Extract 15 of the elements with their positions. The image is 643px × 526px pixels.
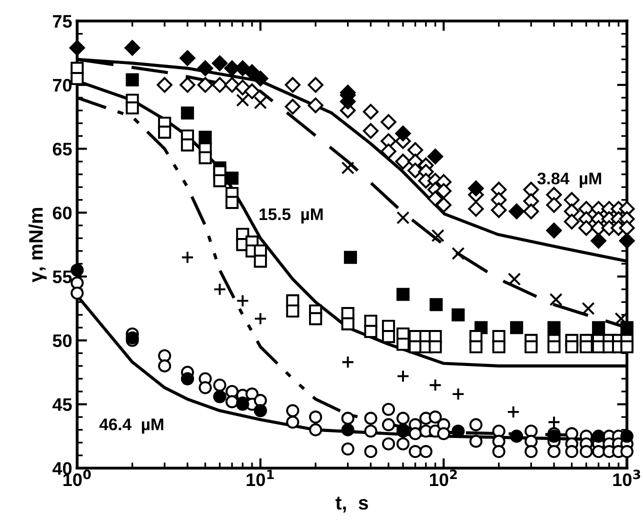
y-tick-label: 50 [52, 334, 72, 348]
y-axis-title: γ, mN/m [28, 208, 47, 282]
x-axis-title: t, s [336, 496, 368, 512]
x-tick-label: 10$^{3}$ [613, 470, 640, 486]
y-tick-label: 60 [52, 206, 72, 220]
x-tick-label: 10$^{1}$ [246, 470, 274, 486]
y-tick-label: 75 [52, 15, 72, 28]
y-tick-label: 65 [52, 142, 72, 156]
x-tick-label: 10$^{2}$ [430, 470, 457, 486]
y-tick-label: 55 [52, 270, 72, 284]
annotation: 15.5 µM [260, 208, 323, 224]
annotation: 46.4 µM [99, 418, 164, 434]
y-tick-label: 70 [52, 78, 72, 92]
annotation: 3.84 µM [537, 172, 602, 188]
y-tick-label: 45 [52, 398, 72, 411]
